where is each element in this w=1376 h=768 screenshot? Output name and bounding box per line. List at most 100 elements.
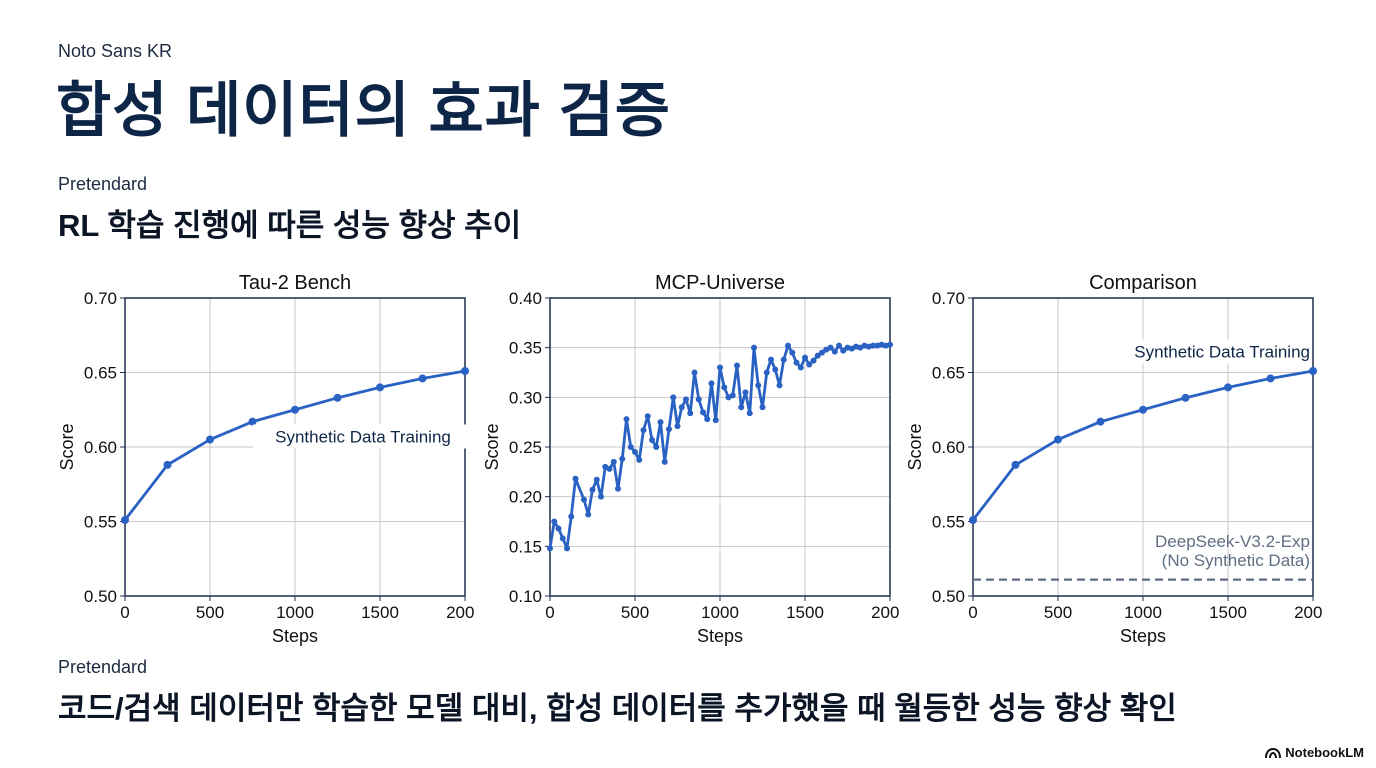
y-tick-label: 0.50 [84,587,117,606]
data-point [657,419,664,426]
data-point [568,513,575,520]
data-point [248,417,257,426]
x-tick-label: 500 [196,603,224,622]
data-point [1139,405,1147,414]
y-tick-label: 0.20 [509,488,542,507]
chart-title: MCP-Universe [655,272,785,294]
data-point [806,361,813,368]
data-point [564,545,570,552]
data-point [572,475,579,482]
y-tick-label: 0.70 [84,289,117,308]
data-point [751,344,757,351]
data-point [729,392,736,399]
data-point [759,404,766,411]
data-point [969,516,977,525]
data-point [674,423,681,430]
brand-name: NotebookLM [1285,745,1364,760]
data-point [776,382,783,389]
y-tick-label: 0.50 [932,587,965,606]
data-point [870,342,876,349]
data-point [1096,417,1105,426]
y-tick-label: 0.40 [509,289,542,308]
y-axis-label: Score [57,423,77,470]
y-tick-label: 0.55 [932,513,965,532]
data-point [755,382,762,389]
data-point [551,518,558,525]
data-point [333,393,342,402]
font-label-top: Noto Sans KR [58,41,173,61]
data-point [632,448,638,455]
data-point [291,405,299,414]
data-point [687,410,694,417]
data-point [704,416,711,423]
font-label-bottom: Pretendard [58,657,148,677]
x-axis-label: Steps [697,626,743,646]
y-tick-label: 0.55 [84,513,117,532]
series-annotation: Synthetic Data Training [275,428,451,447]
data-point [461,367,469,376]
data-point [593,476,600,483]
x-tick-label: 1500 [1209,603,1247,622]
y-tick-label: 0.65 [84,364,117,383]
y-axis-label: Score [905,423,925,470]
data-point [610,458,617,465]
data-point [1011,460,1020,469]
data-point [547,545,553,552]
data-point [606,465,613,472]
brand-badge: NotebookLM [1265,745,1364,760]
data-point [598,493,604,500]
notebooklm-logo-icon [1265,747,1282,758]
x-tick-label: 500 [621,603,649,622]
data-point [1054,435,1062,444]
data-point [700,409,706,416]
y-tick-label: 0.70 [932,289,965,308]
y-tick-label: 0.15 [509,537,542,556]
data-point [661,458,668,465]
y-tick-label: 0.60 [84,438,117,457]
series-annotation: DeepSeek-V3.2-Exp [1155,532,1310,551]
data-point [840,347,847,354]
data-point [666,426,672,433]
data-point [721,384,728,391]
data-point [742,389,749,396]
x-tick-label: 0 [968,603,977,622]
data-point [121,516,129,525]
data-point [814,352,821,359]
x-tick-label: 0 [545,603,554,622]
y-tick-label: 0.60 [932,438,965,457]
data-point [555,525,562,532]
data-point [418,374,427,383]
y-tick-label: 0.65 [932,364,965,383]
data-point [581,496,587,503]
data-point [1309,367,1317,376]
annotation-background [1091,339,1312,364]
data-point [623,416,630,423]
annotation-background [252,424,474,449]
data-point [619,455,626,462]
data-point [831,348,838,355]
x-tick-label: 1000 [701,603,739,622]
x-tick-label: 1000 [1124,603,1162,622]
data-point [1224,383,1232,392]
conclusion-text: 코드/검색 데이터만 학습한 모델 대비, 합성 데이터를 추가했을 때 월등한… [58,691,1177,726]
data-point [717,364,723,371]
data-point [810,357,817,364]
data-point [734,362,740,369]
data-point [653,444,660,450]
data-point [585,511,592,518]
data-point [827,344,834,351]
page-title: 합성 데이터의 효과 검증 [56,77,672,144]
data-point [640,427,647,434]
data-point [772,366,779,373]
data-point [768,356,774,363]
data-point [678,404,685,411]
section-subtitle: RL 학습 진행에 따른 성능 향상 추이 [58,208,522,243]
